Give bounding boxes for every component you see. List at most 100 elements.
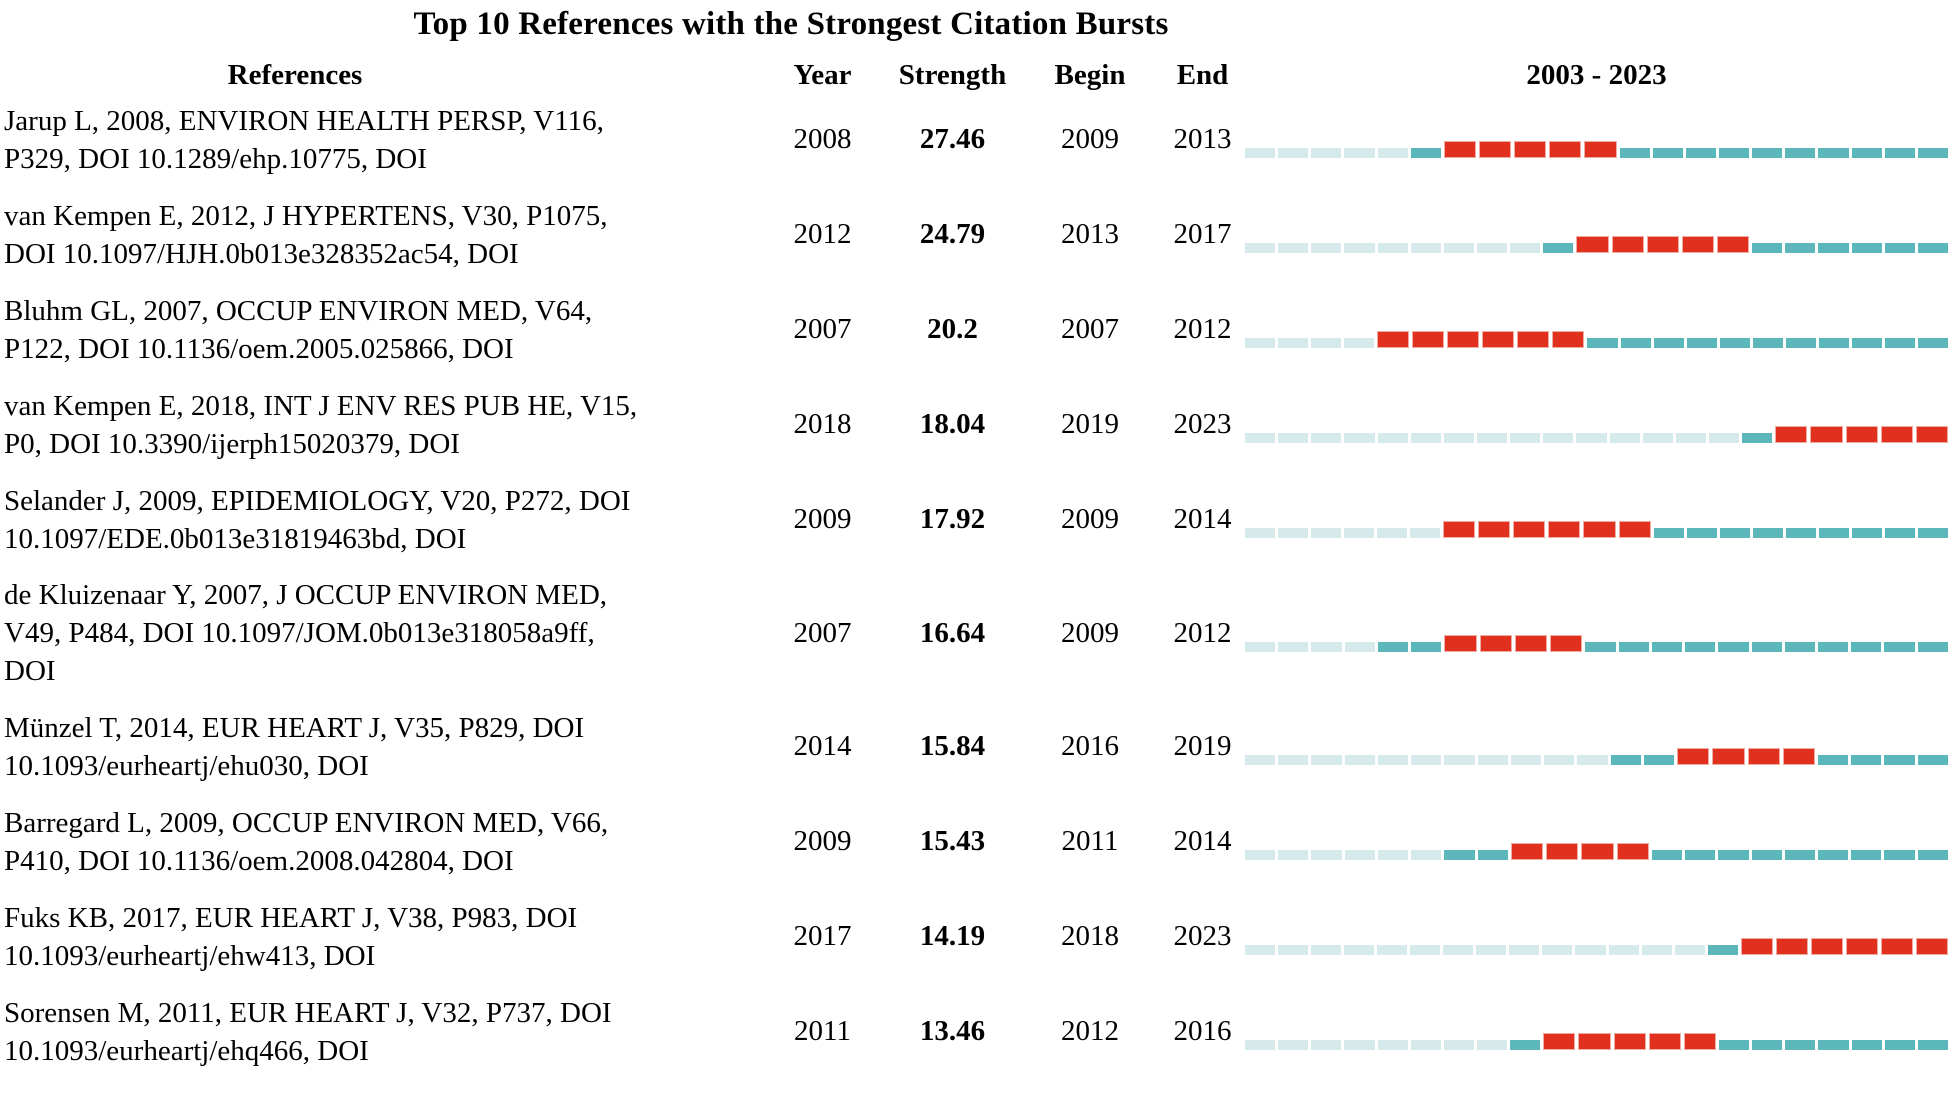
table-header-row: References Year Strength Begin End 2003 … — [0, 59, 1948, 92]
reference-text: Bluhm GL, 2007, OCCUP ENVIRON MED, V64, … — [4, 294, 593, 365]
timeline-segment-2018 — [1740, 938, 1773, 955]
timeline-segment-2008 — [1410, 528, 1441, 538]
timeline-segment-2022 — [1884, 641, 1915, 652]
column-header-end: End — [1176, 59, 1229, 91]
timeline-segment-2016 — [1677, 748, 1710, 765]
timeline-segment-2020 — [1818, 148, 1849, 158]
timeline-segment-2021 — [1851, 755, 1882, 765]
end-value: 2019 — [1173, 730, 1232, 762]
timeline-segment-2018 — [1752, 243, 1783, 253]
end-value: 2014 — [1173, 503, 1232, 535]
timeline-segment-2018 — [1747, 748, 1780, 765]
timeline-segment-2006 — [1344, 1040, 1375, 1050]
timeline-segment-2014 — [1610, 755, 1641, 765]
end-value: 2017 — [1173, 218, 1232, 250]
reference-text: van Kempen E, 2018, INT J ENV RES PUB HE… — [4, 389, 638, 460]
timeline-segment-2017 — [1712, 748, 1745, 765]
timeline-segment-2014 — [1619, 148, 1650, 158]
burst-table-body: Jarup L, 2008, ENVIRON HEALTH PERSP, V11… — [0, 92, 1948, 1079]
timeline-segment-2008 — [1410, 243, 1441, 253]
timeline-segment-2009 — [1443, 141, 1476, 158]
timeline-segment-2006 — [1344, 433, 1375, 443]
timeline-segment-2017 — [1716, 236, 1750, 253]
timeline-segment-2009 — [1444, 755, 1475, 765]
timeline-segment-2003 — [1245, 243, 1276, 253]
figure-title: Top 10 References with the Strongest Cit… — [413, 6, 1169, 42]
timeline-segment-2020 — [1818, 1040, 1849, 1050]
timeline-segment-2015 — [1646, 236, 1679, 253]
timeline-segment-2015 — [1641, 945, 1672, 955]
table-row: Selander J, 2009, EPIDEMIOLOGY, V20, P27… — [0, 472, 1948, 567]
timeline-segment-2023 — [1915, 938, 1948, 955]
timeline-segment-2005 — [1311, 1040, 1342, 1050]
timeline-segment-2007 — [1377, 243, 1408, 253]
timeline-segment-2023 — [1917, 1040, 1948, 1050]
strength-value: 20.2 — [927, 313, 978, 345]
timeline-segment-2016 — [1675, 433, 1706, 443]
timeline-segment-2023 — [1917, 528, 1948, 538]
timeline-segment-2007 — [1377, 641, 1409, 652]
begin-value: 2012 — [1061, 1015, 1119, 1047]
begin-value: 2019 — [1061, 408, 1119, 440]
timeline-segment-2015 — [1653, 338, 1684, 348]
timeline-segment-2003 — [1245, 945, 1276, 955]
timeline-segment-2009 — [1447, 331, 1480, 348]
timeline-segment-2012 — [1542, 945, 1573, 955]
year-value: 2007 — [793, 616, 852, 649]
timeline-bar — [1245, 1033, 1948, 1050]
timeline-segment-2018 — [1752, 528, 1783, 538]
timeline-segment-2013 — [1585, 641, 1616, 652]
timeline-segment-2023 — [1917, 641, 1948, 652]
timeline-segment-2011 — [1517, 331, 1550, 348]
timeline-segment-2007 — [1377, 755, 1409, 765]
column-header-period: 2003 - 2023 — [1526, 59, 1667, 91]
begin-value: 2009 — [1061, 123, 1119, 155]
timeline-segment-2010 — [1476, 433, 1508, 443]
timeline-segment-2010 — [1476, 1040, 1508, 1050]
timeline-segment-2016 — [1686, 338, 1717, 348]
reference-text: Jarup L, 2008, ENVIRON HEALTH PERSP, V11… — [4, 104, 604, 175]
year-value: 2009 — [793, 825, 852, 857]
timeline-segment-2019 — [1784, 850, 1815, 860]
timeline-segment-2008 — [1410, 433, 1441, 443]
year-value: 2011 — [794, 1015, 851, 1047]
timeline-segment-2014 — [1613, 1033, 1646, 1050]
reference-text: Münzel T, 2014, EUR HEART J, V35, P829, … — [4, 711, 585, 782]
timeline-segment-2015 — [1651, 641, 1683, 652]
timeline-segment-2009 — [1443, 945, 1474, 955]
timeline-segment-2017 — [1719, 528, 1750, 538]
table-row: Bluhm GL, 2007, OCCUP ENVIRON MED, V64, … — [0, 282, 1948, 377]
strength-value: 15.43 — [919, 825, 986, 857]
table-row: Fuks KB, 2017, EUR HEART J, V38, P983, D… — [0, 889, 1948, 984]
timeline-segment-2018 — [1742, 433, 1773, 443]
timeline-segment-2003 — [1245, 850, 1276, 860]
timeline-segment-2012 — [1543, 243, 1574, 253]
timeline-segment-2018 — [1751, 641, 1782, 652]
timeline-segment-2008 — [1411, 755, 1442, 765]
begin-value: 2016 — [1061, 730, 1119, 762]
timeline-segment-2005 — [1311, 945, 1342, 955]
timeline-segment-2013 — [1575, 945, 1606, 955]
timeline-segment-2019 — [1775, 938, 1808, 955]
timeline-segment-2011 — [1510, 1040, 1541, 1050]
timeline-bar — [1245, 634, 1948, 652]
timeline-segment-2006 — [1344, 945, 1375, 955]
timeline-segment-2018 — [1752, 148, 1783, 158]
timeline-segment-2022 — [1880, 426, 1913, 443]
timeline-segment-2021 — [1851, 641, 1882, 652]
timeline-bar — [1245, 843, 1948, 860]
timeline-segment-2020 — [1818, 338, 1849, 348]
timeline-segment-2023 — [1917, 850, 1948, 860]
begin-value: 2009 — [1061, 503, 1119, 535]
timeline-segment-2010 — [1477, 755, 1508, 765]
end-value: 2023 — [1173, 920, 1232, 952]
strength-value: 15.84 — [919, 730, 986, 762]
column-header-year: Year — [793, 59, 852, 91]
timeline-segment-2021 — [1851, 1040, 1882, 1050]
timeline-segment-2005 — [1311, 338, 1342, 348]
timeline-segment-2013 — [1578, 1033, 1611, 1050]
timeline-segment-2020 — [1817, 641, 1849, 652]
begin-value: 2011 — [1061, 825, 1119, 857]
timeline-segment-2021 — [1845, 938, 1878, 955]
timeline-segment-2009 — [1443, 521, 1476, 538]
